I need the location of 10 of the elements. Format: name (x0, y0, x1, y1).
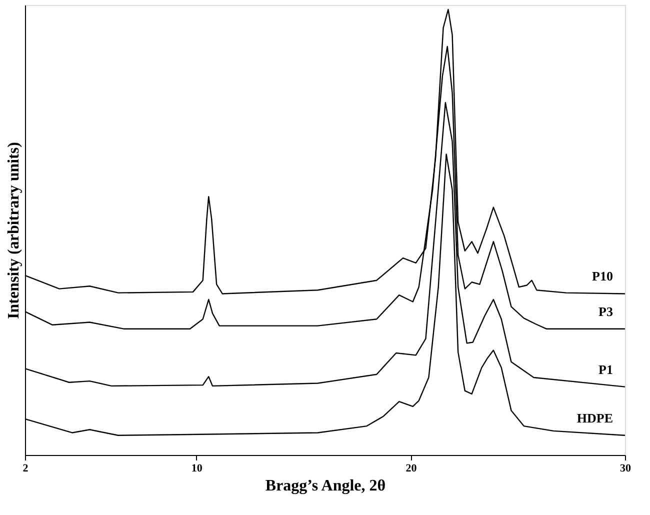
x-tick-label: 30 (620, 462, 632, 474)
x-tick-label: 2 (22, 462, 29, 474)
series-label: P1 (598, 362, 613, 377)
x-axis-title: Bragg’s Angle, 2θ (265, 478, 386, 494)
series-label: P10 (592, 268, 613, 284)
series-label: P3 (598, 304, 614, 319)
y-axis-title: Intensity (arbitrary units) (6, 142, 22, 319)
series-label: HDPE (576, 410, 613, 426)
x-tick-label: 20 (406, 462, 418, 474)
x-tick-label: 10 (191, 462, 203, 474)
